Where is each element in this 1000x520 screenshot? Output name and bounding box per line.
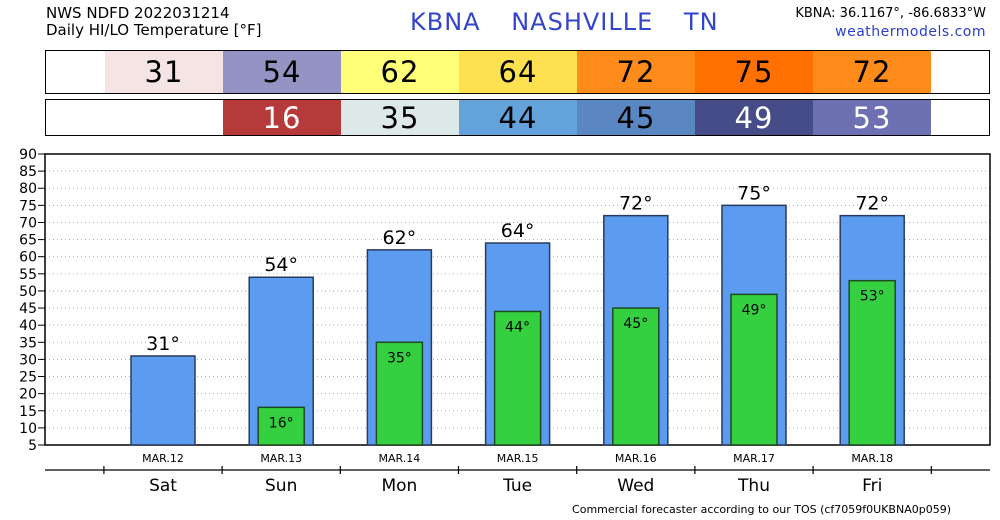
high-temp-cell: 31 [105, 51, 223, 93]
site-link[interactable]: weathermodels.com [835, 24, 986, 40]
low-bar [730, 293, 778, 446]
high-value-label: 72° [619, 193, 653, 215]
day-label: Sun [265, 476, 297, 496]
chart-subtitle: Daily HI/LO Temperature [°F] [46, 21, 262, 39]
day-label: Thu [737, 476, 770, 496]
low-bar [848, 279, 896, 446]
low-value-label: 49° [742, 302, 767, 318]
y-tick-label: 85 [19, 164, 37, 180]
high-value-label: 75° [737, 182, 771, 204]
station-state: TN [683, 8, 719, 36]
high-value-label: 31° [146, 333, 180, 355]
high-bar [130, 355, 196, 446]
day-label: Fri [862, 476, 882, 496]
station-heading: KBNA NASHVILLE TN [410, 8, 741, 36]
y-tick-label: 25 [19, 370, 37, 386]
date-label: MAR.15 [497, 452, 539, 465]
date-label: MAR.18 [851, 452, 893, 465]
date-label: MAR.14 [379, 452, 421, 465]
low-value-label: 53° [860, 289, 885, 305]
y-tick-label: 90 [19, 147, 37, 163]
low-temp-cell: 49 [695, 100, 813, 135]
day-label: Mon [381, 476, 417, 496]
y-tick-label: 20 [19, 387, 37, 403]
high-value-label: 64° [501, 220, 535, 242]
y-tick-label: 45 [19, 301, 37, 317]
day-label: Tue [502, 476, 532, 496]
y-tick-label: 55 [19, 267, 37, 283]
low-value-label: 16° [269, 415, 294, 431]
low-temp-cell: 35 [341, 100, 459, 135]
high-temp-cell: 64 [459, 51, 577, 93]
high-temp-cell: 72 [813, 51, 931, 93]
low-temp-cell: 16 [223, 100, 341, 135]
high-temp-cell: 75 [695, 51, 813, 93]
low-value-label: 35° [387, 350, 412, 366]
low-temp-cell [105, 100, 223, 135]
date-label: MAR.16 [615, 452, 657, 465]
low-temp-cell: 44 [459, 100, 577, 135]
low-bar [375, 341, 424, 446]
y-tick-label: 65 [19, 233, 37, 249]
high-temp-cell: 72 [577, 51, 695, 93]
high-value-label: 62° [383, 227, 417, 249]
station-city: NASHVILLE [511, 8, 654, 36]
y-tick-label: 70 [19, 215, 37, 231]
tos-note: Commercial forecaster according to our T… [572, 503, 951, 516]
high-temp-cell: 62 [341, 51, 459, 93]
high-value-label: 54° [264, 254, 298, 276]
y-tick-label: 10 [19, 421, 37, 437]
station-id: KBNA [410, 8, 481, 36]
y-tick-label: 30 [19, 352, 37, 368]
high-value-label: 72° [855, 193, 889, 215]
y-tick-label: 50 [19, 284, 37, 300]
date-label: MAR.17 [733, 452, 775, 465]
y-tick-label: 35 [19, 335, 37, 351]
date-label: MAR.12 [142, 452, 184, 465]
low-temp-cell: 45 [577, 100, 695, 135]
low-bar [493, 310, 542, 446]
low-bar [257, 406, 305, 446]
low-temperature-strip: 16 35 44 45 49 53 [45, 99, 990, 136]
low-temp-cell: 53 [813, 100, 931, 135]
y-tick-label: 75 [19, 198, 37, 214]
y-tick-label: 40 [19, 318, 37, 334]
y-tick-label: 80 [19, 181, 37, 197]
y-tick-label: 5 [28, 438, 37, 454]
low-value-label: 45° [623, 316, 648, 332]
date-label: MAR.13 [260, 452, 302, 465]
product-title: NWS NDFD 2022031214 [46, 4, 230, 22]
low-bar [612, 307, 660, 446]
y-tick-label: 15 [19, 404, 37, 420]
y-tick-label: 60 [19, 250, 37, 266]
day-label: Wed [617, 476, 654, 496]
low-value-label: 44° [505, 319, 530, 335]
high-temperature-strip: 31 54 62 64 72 75 72 [45, 50, 990, 94]
high-temp-cell: 54 [223, 51, 341, 93]
station-coordinates: KBNA: 36.1167°, -86.6833°W [795, 6, 986, 21]
day-label: Sat [149, 476, 177, 496]
